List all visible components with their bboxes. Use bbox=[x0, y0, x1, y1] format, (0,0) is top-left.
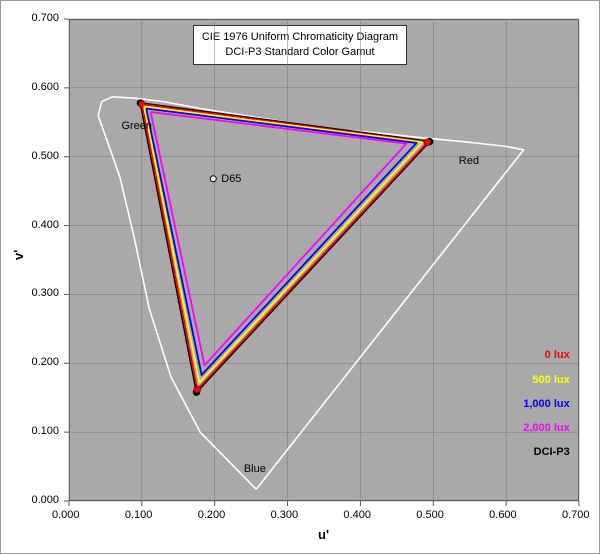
d65-label: D65 bbox=[221, 173, 241, 185]
legend-item: 1,000 lux bbox=[523, 398, 569, 410]
legend-item: 2,000 lux bbox=[523, 422, 569, 434]
y-tick-label: 0.500 bbox=[31, 150, 59, 162]
series-DCI-P3 bbox=[140, 103, 429, 392]
x-tick-label: 0.600 bbox=[489, 509, 517, 521]
chromaticity-chart: CIE 1976 Uniform Chromaticity Diagram DC… bbox=[0, 0, 600, 554]
legend-item: 0 lux bbox=[545, 349, 570, 361]
x-axis-label: u' bbox=[318, 527, 329, 542]
region-label-blue: Blue bbox=[244, 463, 266, 475]
region-label-red: Red bbox=[459, 155, 479, 167]
series-marker bbox=[424, 139, 431, 146]
x-tick-label: 0.200 bbox=[198, 509, 226, 521]
y-tick-label: 0.700 bbox=[31, 12, 59, 24]
x-tick-label: 0.400 bbox=[343, 509, 371, 521]
chart-svg bbox=[1, 1, 600, 555]
y-tick-label: 0.400 bbox=[31, 219, 59, 231]
legend-item: DCI-P3 bbox=[534, 446, 570, 458]
y-tick-label: 0.100 bbox=[31, 425, 59, 437]
x-tick-label: 0.000 bbox=[52, 509, 80, 521]
y-axis-label: v' bbox=[11, 250, 26, 260]
d65-marker bbox=[210, 176, 216, 182]
legend-item: 500 lux bbox=[532, 374, 569, 386]
y-tick-label: 0.300 bbox=[31, 287, 59, 299]
region-label-green: Green bbox=[121, 120, 152, 132]
series-0 lux bbox=[142, 104, 428, 389]
y-tick-label: 0.600 bbox=[31, 81, 59, 93]
x-tick-label: 0.500 bbox=[416, 509, 444, 521]
series-marker bbox=[194, 386, 201, 393]
x-tick-label: 0.700 bbox=[562, 509, 590, 521]
x-tick-label: 0.100 bbox=[125, 509, 153, 521]
y-tick-label: 0.200 bbox=[31, 356, 59, 368]
y-tick-label: 0.000 bbox=[31, 494, 59, 506]
x-tick-label: 0.300 bbox=[271, 509, 299, 521]
